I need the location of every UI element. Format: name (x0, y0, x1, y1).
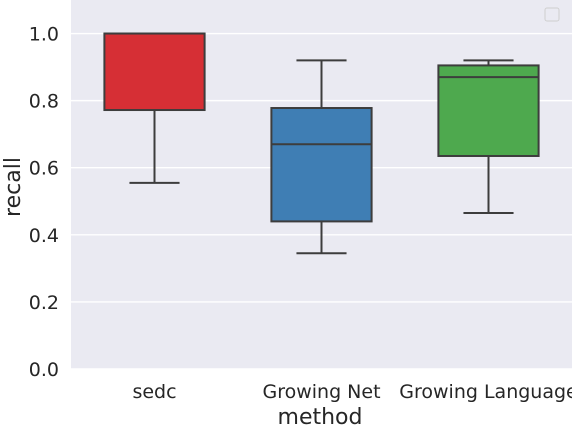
x-tick-sedc: sedc (132, 381, 176, 403)
y-tick-0.4: 0.4 (29, 225, 59, 247)
legend-box (544, 7, 560, 22)
x-tick-growing-net: Growing Net (262, 381, 380, 403)
y-tick-0.2: 0.2 (29, 292, 59, 314)
y-tick-0.0: 0.0 (29, 359, 59, 381)
x-axis-title: method (278, 405, 363, 430)
x-tick-growing-language: Growing Language (399, 381, 572, 403)
y-tick-labels: 0.0 0.2 0.4 0.6 0.8 1.0 (29, 24, 59, 381)
box-series (103, 32, 540, 255)
iqr-box (437, 64, 540, 157)
y-tick-0.8: 0.8 (29, 91, 59, 113)
iqr-box (270, 107, 373, 223)
y-tick-0.6: 0.6 (29, 158, 59, 180)
box-sedc (103, 32, 206, 184)
x-tick-labels: sedc Growing Net Growing Language (132, 381, 572, 403)
iqr-box (103, 32, 206, 112)
y-tick-1.0: 1.0 (29, 24, 59, 46)
box-growing-language (437, 59, 540, 215)
y-axis-title: recall (1, 157, 26, 217)
box-growing-net (270, 59, 373, 255)
